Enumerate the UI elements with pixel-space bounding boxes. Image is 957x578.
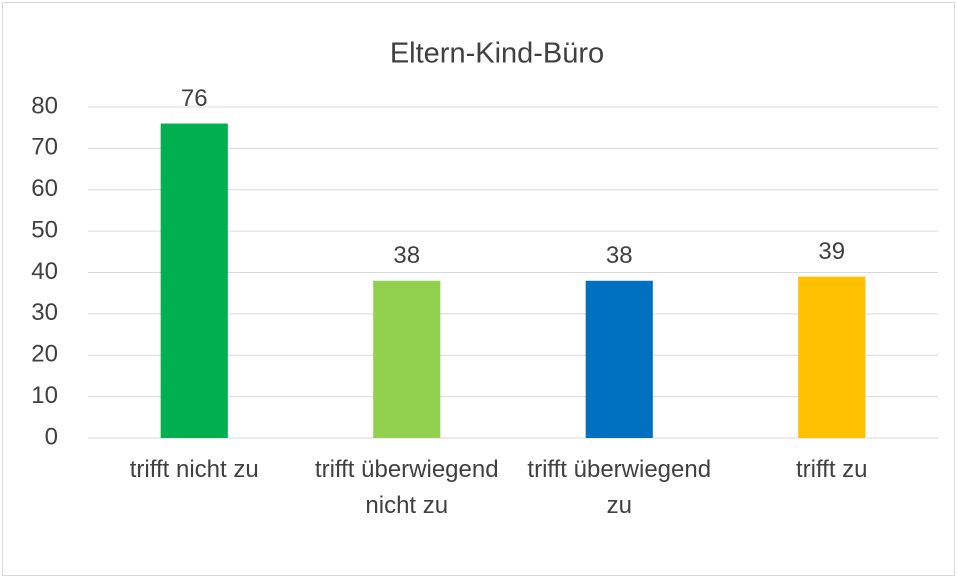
data-label: 38 bbox=[393, 242, 420, 269]
y-tick-label: 40 bbox=[31, 258, 58, 285]
x-tick-label: trifft zu bbox=[795, 456, 868, 483]
x-tick-label: trifft überwiegend zu bbox=[527, 456, 712, 519]
y-tick-label: 50 bbox=[31, 216, 58, 243]
data-label: 38 bbox=[606, 242, 633, 269]
y-tick-label: 10 bbox=[31, 382, 58, 409]
bar bbox=[585, 280, 653, 438]
y-tick-label: 20 bbox=[31, 341, 58, 368]
y-tick-label: 0 bbox=[45, 423, 58, 450]
bar bbox=[798, 276, 866, 438]
x-tick-label: trifft nicht zu bbox=[129, 456, 259, 483]
data-label: 39 bbox=[818, 238, 845, 265]
x-tick-label: trifft überwiegend nicht zu bbox=[314, 456, 499, 519]
y-tick-label: 70 bbox=[31, 134, 58, 161]
bar bbox=[160, 123, 228, 439]
chart-title: Eltern-Kind-Büro bbox=[390, 38, 604, 70]
y-tick-label: 30 bbox=[31, 299, 58, 326]
bar bbox=[373, 280, 441, 438]
data-label: 76 bbox=[181, 85, 208, 112]
y-tick-label: 80 bbox=[31, 92, 58, 119]
y-tick-label: 60 bbox=[31, 175, 58, 202]
